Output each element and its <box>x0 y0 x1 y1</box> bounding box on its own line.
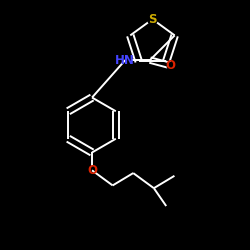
Text: O: O <box>87 164 97 177</box>
Text: O: O <box>166 59 175 72</box>
Text: S: S <box>148 13 157 26</box>
Text: HN: HN <box>115 54 135 66</box>
